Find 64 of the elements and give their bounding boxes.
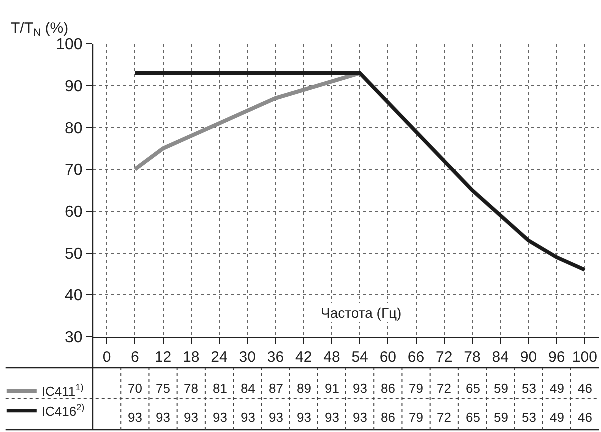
x-tick-label: 36 xyxy=(267,349,284,366)
y-tick-label: 40 xyxy=(65,288,83,305)
data-label: 81 xyxy=(213,381,228,396)
data-label: 87 xyxy=(269,381,284,396)
data-label: 93 xyxy=(297,410,312,425)
x-tick-label: 84 xyxy=(492,349,509,366)
x-tick-label: 30 xyxy=(239,349,256,366)
data-label: 46 xyxy=(578,381,592,396)
data-label: 93 xyxy=(241,410,256,425)
data-label: 72 xyxy=(437,410,452,425)
y-tick-label: 30 xyxy=(65,330,83,347)
x-tick-label: 48 xyxy=(324,349,340,366)
x-tick-label: 72 xyxy=(436,349,453,366)
data-label: 59 xyxy=(494,410,508,425)
data-label: 93 xyxy=(184,410,198,425)
x-tick-label: 96 xyxy=(548,349,566,366)
data-label: 49 xyxy=(550,410,564,425)
y-tick-label: 100 xyxy=(56,36,83,54)
y-tick-label: 70 xyxy=(65,162,83,180)
data-label: 79 xyxy=(409,410,424,425)
data-label: 93 xyxy=(353,381,368,396)
data-label: 78 xyxy=(184,381,198,396)
x-tick-label: 54 xyxy=(352,349,368,366)
data-label: 84 xyxy=(241,381,256,396)
y-tick-label: 80 xyxy=(65,120,83,138)
data-label: 89 xyxy=(297,381,312,396)
data-label: 65 xyxy=(466,410,480,425)
data-label: 86 xyxy=(381,381,396,396)
data-label: 93 xyxy=(156,410,170,425)
x-tick-label: 66 xyxy=(408,349,425,366)
x-tick-label: 60 xyxy=(380,349,397,366)
x-tick-label: 90 xyxy=(520,349,538,366)
data-label: 72 xyxy=(437,381,452,396)
data-label: 59 xyxy=(494,381,508,396)
y-tick-label: 90 xyxy=(65,78,83,96)
data-label: 93 xyxy=(269,410,284,425)
data-label: 91 xyxy=(325,381,340,396)
data-label: 49 xyxy=(550,381,564,396)
y-tick-label: 50 xyxy=(65,246,83,263)
data-label: 46 xyxy=(578,410,592,425)
data-label: 86 xyxy=(381,410,396,425)
x-tick-label: 18 xyxy=(183,349,200,366)
data-label: 93 xyxy=(325,410,340,425)
x-tick-label: 78 xyxy=(464,349,481,366)
data-label: 53 xyxy=(522,381,536,396)
legend-label: IC416$^{2)}$ xyxy=(42,402,85,419)
x-tick-label: 6 xyxy=(131,349,140,366)
x-tick-label: 0 xyxy=(102,349,112,366)
data-label: 93 xyxy=(353,410,368,425)
data-label: 93 xyxy=(128,410,142,425)
data-label: 65 xyxy=(466,381,480,396)
x-tick-label: 12 xyxy=(154,349,172,366)
y-axis-title: T/T$_{N}$ (%) xyxy=(11,20,69,40)
x-axis-title: Частота (Гц) xyxy=(321,305,402,321)
y-tick-label: 60 xyxy=(65,204,83,222)
data-label: 70 xyxy=(128,381,142,396)
legend-label: IC411$^{1)}$ xyxy=(42,382,84,400)
data-label: 75 xyxy=(156,381,170,396)
x-tick-label: 42 xyxy=(295,349,312,366)
data-label: 53 xyxy=(522,410,536,425)
x-tick-label: 24 xyxy=(211,349,228,366)
data-label: 79 xyxy=(409,381,424,396)
x-tick-label: 100 xyxy=(572,349,598,366)
data-label: 93 xyxy=(213,410,228,425)
